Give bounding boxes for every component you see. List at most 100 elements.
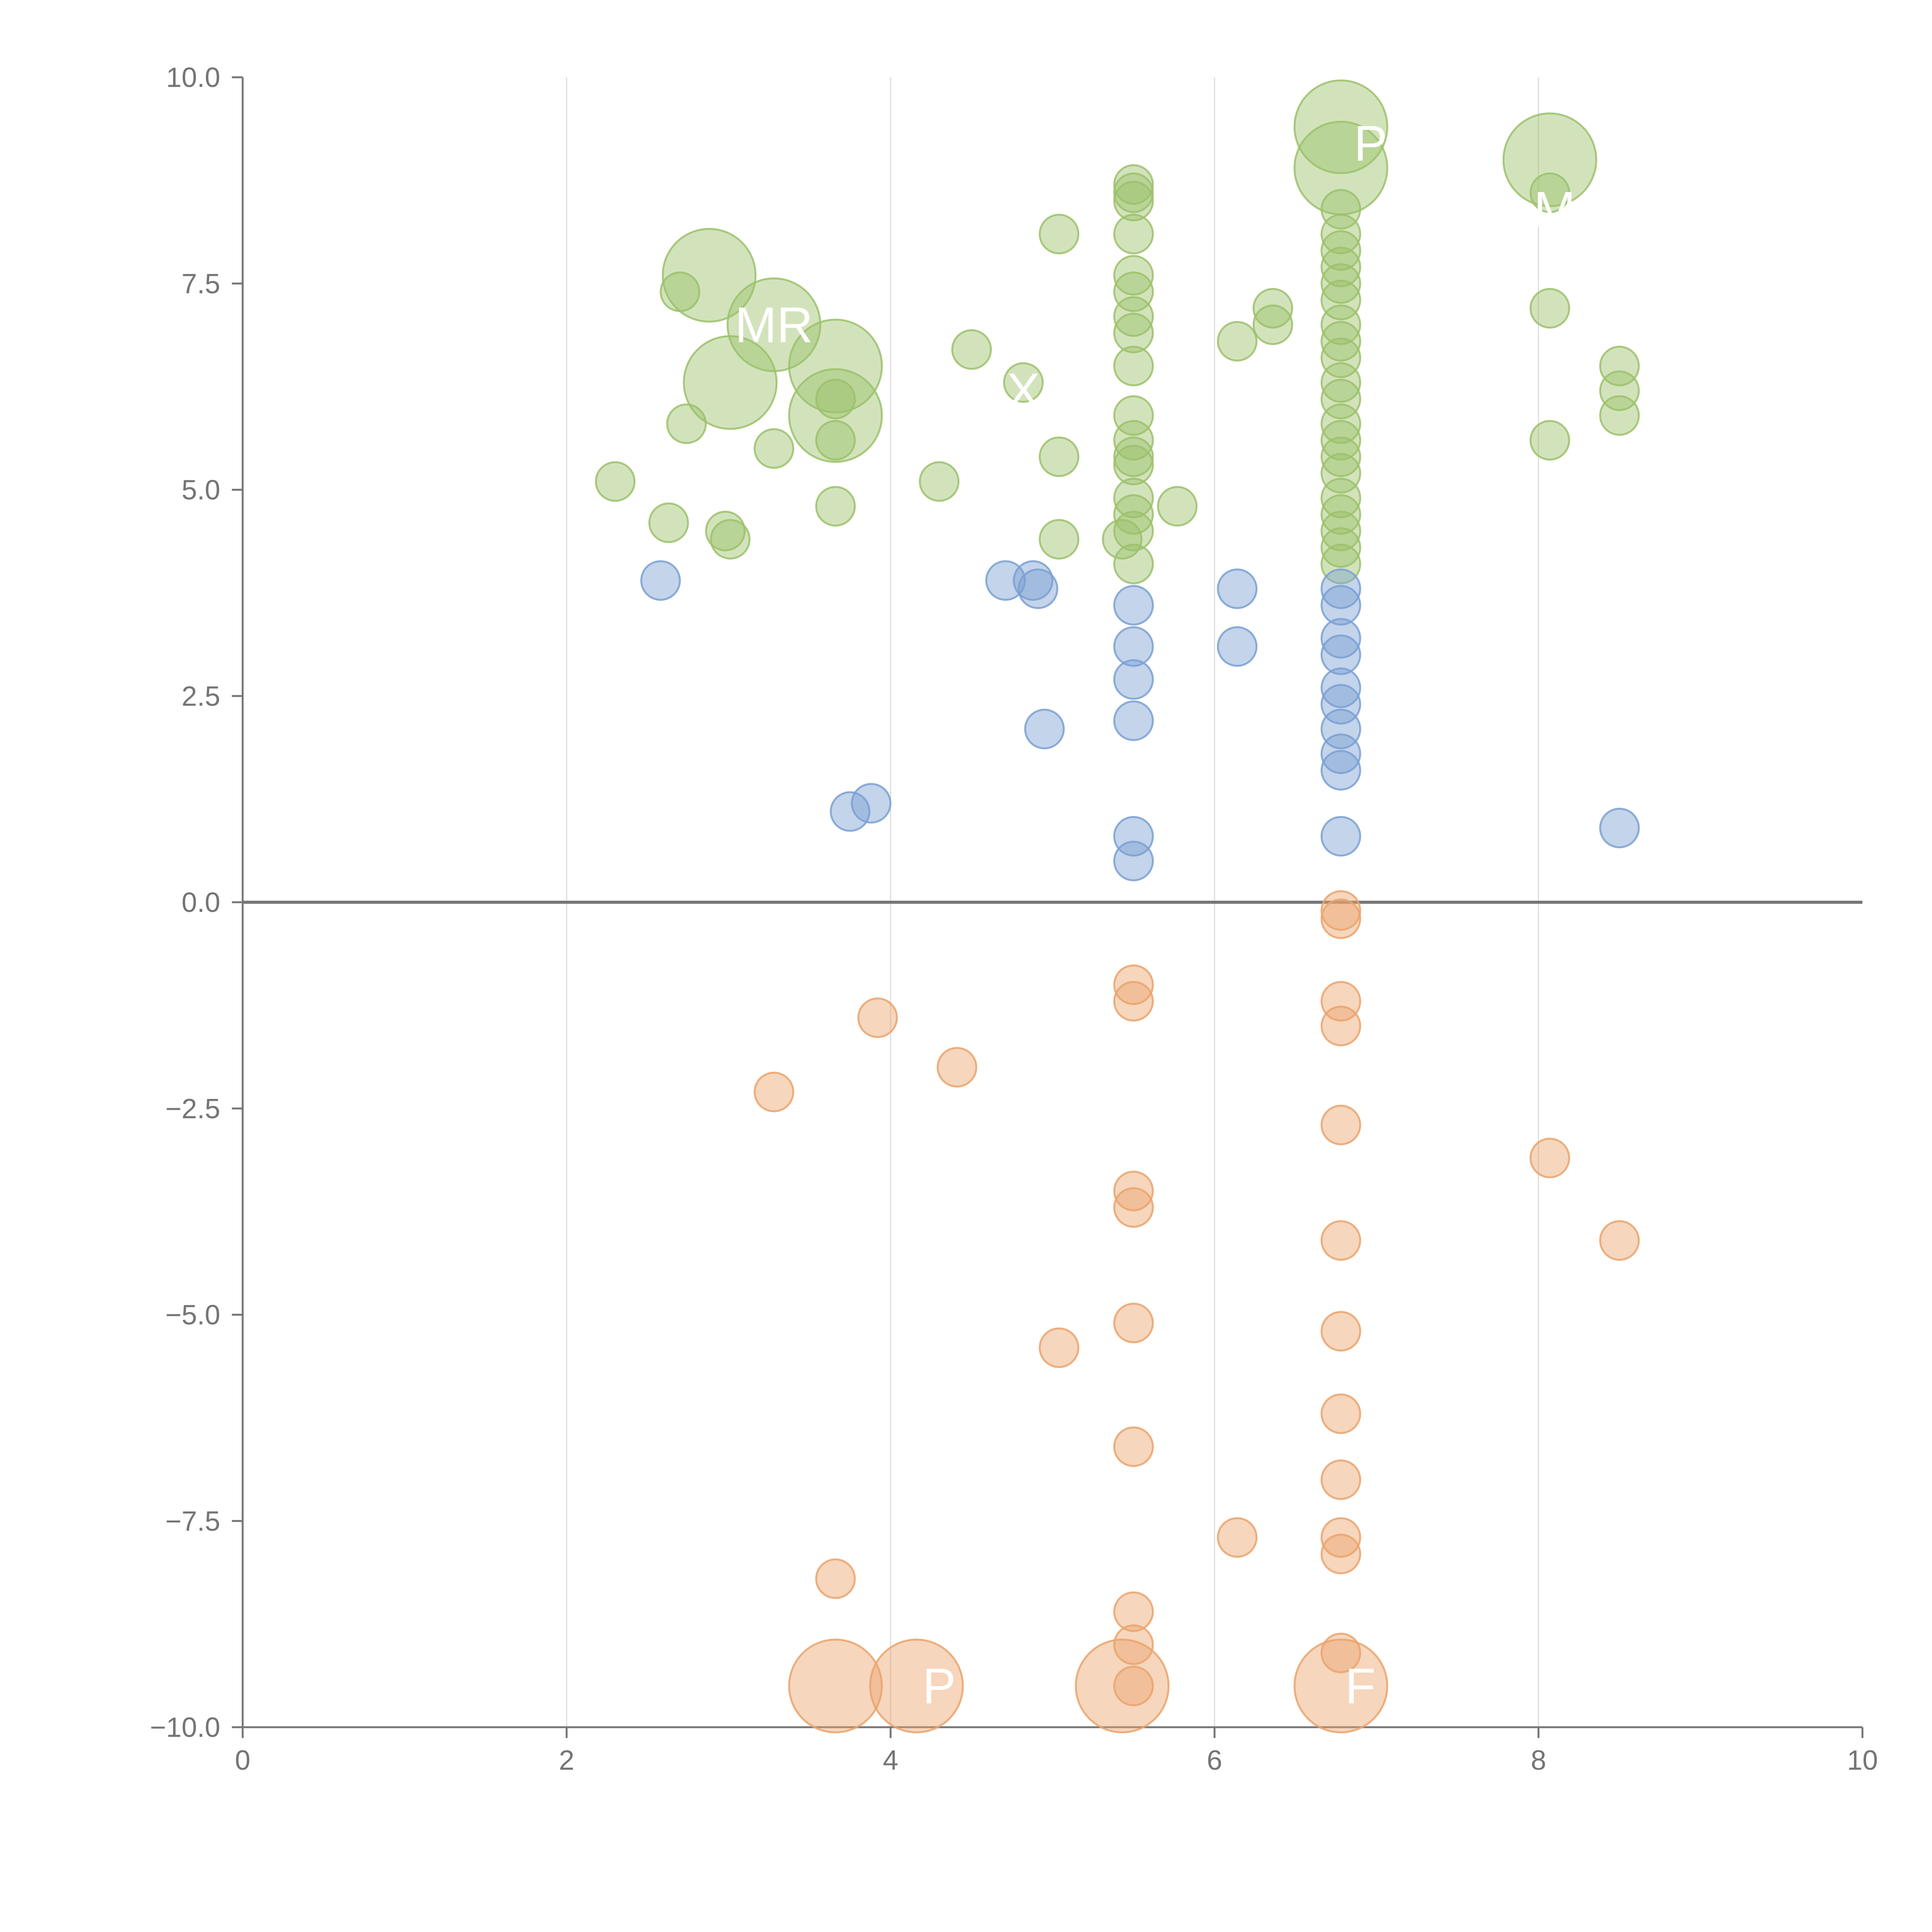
orange-bubble <box>1113 981 1154 1022</box>
green-bubble <box>788 318 883 413</box>
green-bubble <box>595 461 636 502</box>
blue-bubble <box>1024 709 1065 750</box>
blue-bubble <box>985 560 1026 601</box>
green-bubble <box>919 461 960 502</box>
green-bubble <box>1039 519 1080 560</box>
orange-bubble <box>1320 1459 1361 1500</box>
green-bubble <box>951 329 992 370</box>
green-bubble <box>1320 544 1361 585</box>
green-bubble <box>1320 527 1361 568</box>
green-bubble <box>1529 420 1570 461</box>
bubble-label: P <box>922 1658 956 1714</box>
y-tick-label: 0.0 <box>182 887 220 918</box>
green-bubble <box>1320 510 1361 551</box>
green-bubble <box>662 228 757 323</box>
blue-bubble <box>1113 585 1154 626</box>
x-tick-label: 2 <box>559 1745 574 1776</box>
green-bubble <box>1113 436 1154 477</box>
bubble-label: PL <box>1354 115 1415 172</box>
blue-bubble <box>1320 816 1361 857</box>
bubble-label: F <box>1345 1658 1376 1714</box>
green-bubble <box>1039 214 1080 255</box>
orange-bubble <box>1320 1517 1361 1558</box>
y-tick-label: −10.0 <box>150 1712 220 1743</box>
green-bubble <box>1320 247 1361 287</box>
blue-bubble <box>1320 709 1361 750</box>
green-bubble <box>1320 453 1361 494</box>
green-bubble <box>710 519 751 560</box>
green-bubble <box>1102 519 1143 560</box>
green-bubble <box>1113 255 1154 296</box>
orange-bubble <box>1113 964 1154 1005</box>
axis-layer: 0 2 4 6 8 10 10.0 7.5 5.0 2.5 0.0 −2.5 −5.0 −7.5 −10.0 <box>150 62 1878 1776</box>
green-bubble <box>1113 271 1154 312</box>
green-bubble <box>815 379 856 420</box>
green-bubble <box>1113 544 1154 585</box>
green-bubble <box>1113 296 1154 337</box>
green-bubble <box>1529 288 1570 329</box>
x-tick-label: 8 <box>1531 1745 1546 1776</box>
green-bubble <box>1113 510 1154 551</box>
green-bubble <box>1252 304 1293 345</box>
green-bubble <box>788 368 883 463</box>
blue-bubble <box>830 791 871 832</box>
green-bubble <box>1113 172 1154 213</box>
green-bubble <box>1599 345 1640 386</box>
orange-bubble <box>1113 1187 1154 1228</box>
y-tick-label: −7.5 <box>165 1506 220 1537</box>
x-tick-label: 10 <box>1847 1745 1878 1776</box>
orange-bubble <box>1293 1638 1388 1733</box>
green-bubble <box>1502 112 1597 207</box>
green-bubble <box>815 420 856 461</box>
blue-bubble <box>1320 634 1361 675</box>
green-bubble <box>1320 321 1361 362</box>
green-bubble <box>1113 345 1154 386</box>
green-bubble <box>1113 313 1154 354</box>
bubble-label: X <box>1007 362 1040 419</box>
orange-bubble <box>788 1638 883 1733</box>
y-tick-label: 10.0 <box>166 62 220 93</box>
blue-bubble <box>640 560 681 601</box>
orange-bubble <box>1217 1517 1258 1558</box>
green-bubble <box>1113 420 1154 461</box>
blue-bubble <box>1320 568 1361 609</box>
green-bubble <box>1320 403 1361 444</box>
green-bubble <box>1293 79 1388 174</box>
orange-bubble <box>1320 1220 1361 1261</box>
orange-bubble <box>1113 1426 1154 1467</box>
orange-bubble <box>1039 1327 1080 1368</box>
blue-bubble <box>850 783 891 824</box>
bubble-label: M <box>1534 181 1575 238</box>
green-bubble <box>1113 395 1154 436</box>
green-bubble <box>1320 230 1361 271</box>
blue-bubble <box>1113 840 1154 881</box>
green-bubble <box>1599 395 1640 436</box>
blue-bubble <box>1320 684 1361 725</box>
green-bubble <box>1320 379 1361 420</box>
x-tick-label: 0 <box>235 1745 250 1776</box>
green-bubble <box>1320 337 1361 378</box>
orange-bubble <box>1113 1170 1154 1211</box>
blue-bubble <box>1217 568 1258 609</box>
y-tick-label: 5.0 <box>182 475 220 506</box>
blue-bubble <box>1320 585 1361 626</box>
orange-bubble <box>1113 1591 1154 1632</box>
x-tick-label: 6 <box>1207 1745 1222 1776</box>
green-bubble <box>1003 362 1044 403</box>
orange-bubble <box>1320 1311 1361 1352</box>
green-bubble <box>1252 288 1293 329</box>
green-bubble <box>1320 304 1361 345</box>
green-bubble <box>1529 172 1570 213</box>
green-bubble <box>683 335 778 430</box>
green-bubble <box>753 428 794 469</box>
orange-bubble <box>1113 1303 1154 1344</box>
green-bubble <box>1320 478 1361 519</box>
orange-bubble <box>1320 981 1361 1022</box>
green-bubble <box>1157 486 1198 527</box>
green-bubble <box>1217 321 1258 362</box>
x-tick-label: 4 <box>883 1745 898 1776</box>
green-bubble <box>1320 436 1361 477</box>
orange-bubble <box>815 1558 856 1599</box>
green-bubble <box>648 502 689 543</box>
